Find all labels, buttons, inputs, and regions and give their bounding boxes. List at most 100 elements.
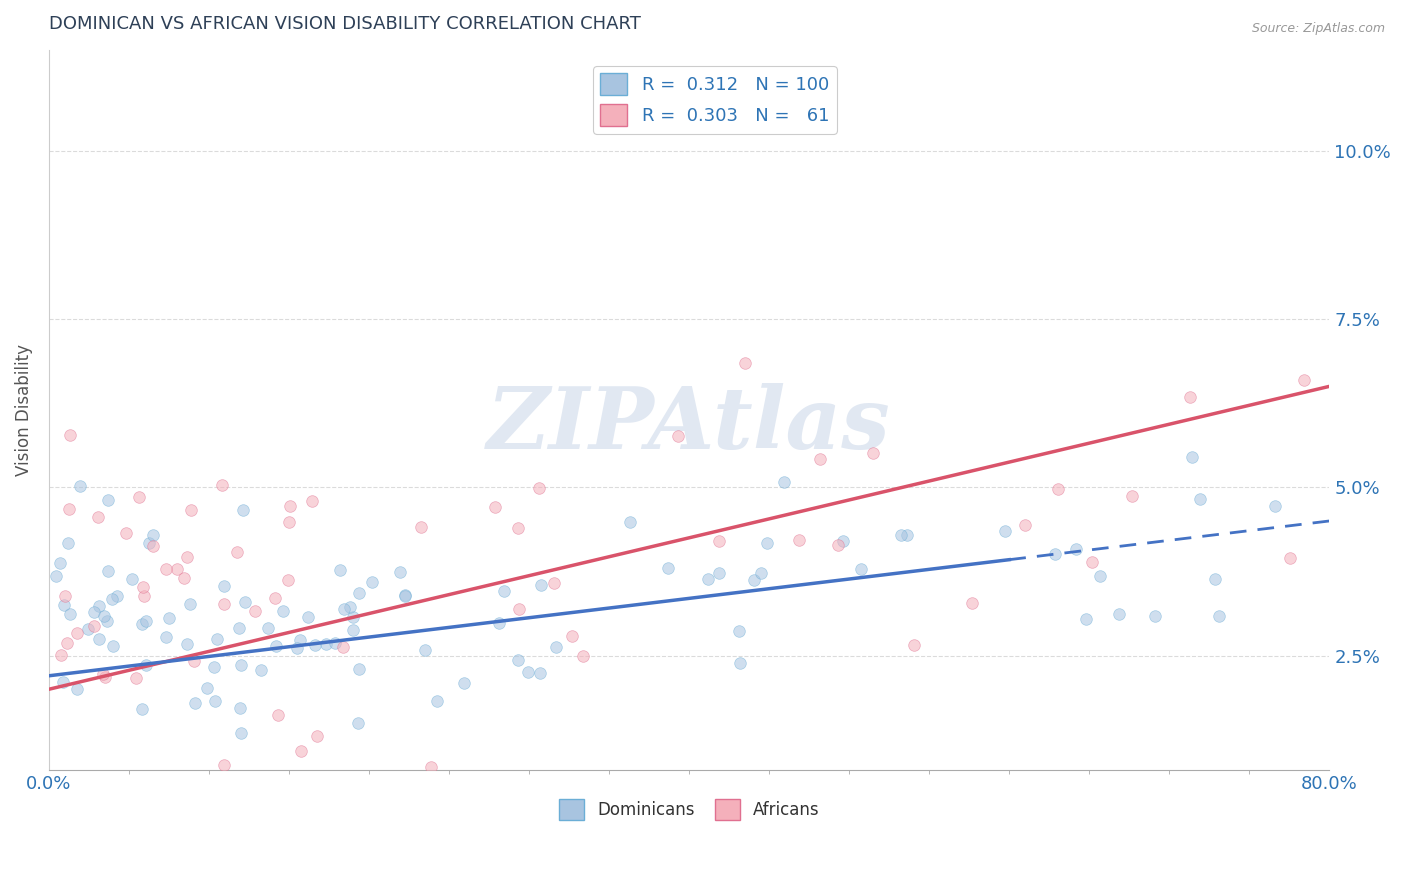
Point: [226, 545, 249, 559]
Point: [100, 591, 122, 606]
Point: [728, 624, 751, 638]
Point: [97, 564, 120, 578]
Point: [325, 635, 347, 649]
Point: [851, 562, 873, 576]
Point: [332, 640, 354, 654]
Point: [394, 590, 416, 604]
Point: [53, 589, 76, 603]
Point: [1278, 550, 1301, 565]
Point: [69, 479, 91, 493]
Point: [267, 707, 290, 722]
Point: [488, 616, 510, 631]
Point: [285, 641, 308, 656]
Point: [138, 536, 160, 550]
Point: [155, 562, 177, 576]
Point: [728, 656, 751, 670]
Point: [1264, 500, 1286, 514]
Point: [277, 573, 299, 587]
Point: [305, 729, 328, 743]
Point: [204, 694, 226, 708]
Point: [131, 617, 153, 632]
Point: [197, 681, 219, 695]
Point: [304, 638, 326, 652]
Point: [77, 623, 100, 637]
Point: [756, 536, 779, 550]
Point: [360, 574, 382, 589]
Text: Source: ZipAtlas.com: Source: ZipAtlas.com: [1251, 22, 1385, 36]
Point: [960, 595, 983, 609]
Point: [1064, 541, 1087, 556]
Point: [832, 533, 855, 548]
Point: [93, 609, 115, 624]
Point: [342, 623, 364, 637]
Point: [176, 550, 198, 565]
Point: [290, 632, 312, 647]
Point: [228, 621, 250, 635]
Point: [179, 598, 201, 612]
Point: [56, 636, 79, 650]
Point: [529, 666, 551, 681]
Point: [271, 604, 294, 618]
Point: [49, 556, 72, 570]
Point: [52, 599, 75, 613]
Point: [45, 569, 67, 583]
Point: [105, 589, 128, 603]
Point: [166, 562, 188, 576]
Point: [1294, 373, 1316, 387]
Point: [772, 475, 794, 489]
Point: [212, 598, 235, 612]
Point: [131, 580, 153, 594]
Point: [742, 573, 765, 587]
Point: [59, 607, 82, 621]
Point: [1181, 450, 1204, 465]
Point: [347, 715, 370, 730]
Point: [87, 632, 110, 647]
Point: [896, 528, 918, 542]
Point: [229, 726, 252, 740]
Point: [508, 653, 530, 667]
Point: [420, 760, 443, 774]
Point: [709, 534, 731, 549]
Point: [257, 622, 280, 636]
Point: [211, 477, 233, 491]
Point: [128, 491, 150, 505]
Point: [749, 566, 772, 580]
Point: [142, 527, 165, 541]
Point: [1208, 609, 1230, 624]
Point: [349, 662, 371, 676]
Point: [394, 588, 416, 602]
Point: [58, 502, 80, 516]
Point: [484, 500, 506, 515]
Point: [264, 639, 287, 653]
Point: [176, 637, 198, 651]
Point: [212, 758, 235, 772]
Text: ZIPAtlas: ZIPAtlas: [488, 383, 891, 466]
Point: [1076, 612, 1098, 626]
Point: [517, 665, 540, 679]
Point: [1178, 390, 1201, 404]
Point: [205, 632, 228, 646]
Point: [96, 614, 118, 628]
Point: [409, 519, 432, 533]
Point: [1121, 489, 1143, 503]
Point: [1144, 608, 1167, 623]
Point: [180, 503, 202, 517]
Point: [572, 648, 595, 663]
Point: [349, 586, 371, 600]
Point: [87, 599, 110, 614]
Point: [506, 521, 529, 535]
Text: DOMINICAN VS AFRICAN VISION DISABILITY CORRELATION CHART: DOMINICAN VS AFRICAN VISION DISABILITY C…: [49, 15, 641, 33]
Point: [1204, 572, 1226, 586]
Point: [1046, 483, 1069, 497]
Point: [142, 539, 165, 553]
Point: [97, 493, 120, 508]
Point: [212, 579, 235, 593]
Point: [508, 602, 530, 616]
Point: [1188, 492, 1211, 507]
Point: [52, 674, 75, 689]
Point: [183, 654, 205, 668]
Legend: Dominicans, Africans: Dominicans, Africans: [553, 793, 827, 827]
Point: [619, 515, 641, 529]
Point: [543, 575, 565, 590]
Point: [527, 481, 550, 495]
